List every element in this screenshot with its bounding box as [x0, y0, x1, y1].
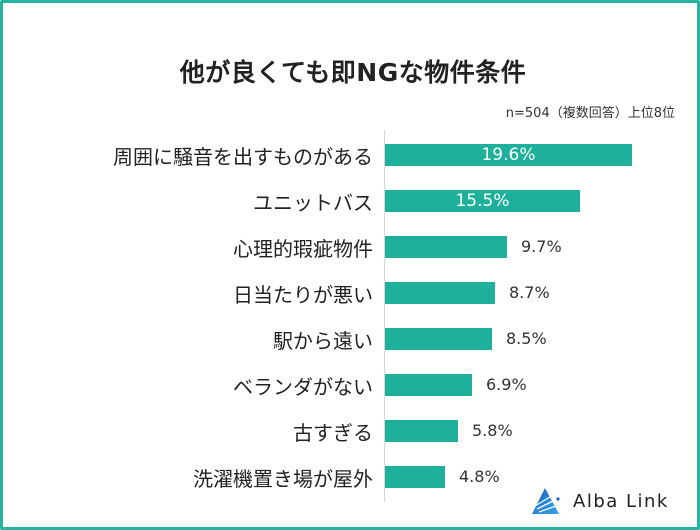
value-label: 15.5% — [455, 191, 510, 211]
bar — [385, 420, 458, 442]
value-label: 9.7% — [521, 237, 562, 256]
bar: 15.5% — [385, 190, 580, 212]
value-label: 6.9% — [486, 375, 527, 394]
category-label: 駅から遠い — [273, 329, 373, 353]
bar: 19.6% — [385, 144, 632, 166]
value-label: 5.8% — [472, 421, 513, 440]
chart-title: 他が良くても即NGな物件条件 — [179, 58, 527, 87]
category-label: ベランダがない — [233, 375, 373, 399]
value-label: 8.7% — [509, 283, 550, 302]
category-label: 古すぎる — [293, 421, 373, 445]
bar-row: ベランダがない 6.9% — [3, 373, 700, 399]
bar-row: ユニットバス 15.5% — [3, 189, 700, 215]
value-label: 19.6% — [481, 145, 536, 165]
bar-row: 駅から遠い 8.5% — [3, 327, 700, 353]
bar — [385, 374, 472, 396]
brand-name: Alba Link — [573, 490, 669, 512]
category-label: ユニットバス — [253, 191, 373, 215]
brand-logo: Alba Link — [531, 487, 669, 515]
category-label: 日当たりが悪い — [233, 283, 373, 307]
y-axis-line — [384, 130, 385, 502]
category-label: 心理的瑕疵物件 — [233, 237, 373, 261]
bar — [385, 236, 507, 258]
bar-row: 心理的瑕疵物件 9.7% — [3, 235, 700, 261]
bar — [385, 328, 492, 350]
value-label: 4.8% — [459, 467, 500, 486]
category-label: 洗濯機置き場が屋外 — [193, 467, 373, 491]
category-label: 周囲に騒音を出すものがある — [113, 145, 373, 169]
bar-row: 洗濯機置き場が屋外 4.8% — [3, 465, 700, 491]
bar-row: 日当たりが悪い 8.7% — [3, 281, 700, 307]
value-label: 8.5% — [506, 329, 547, 348]
bar-row: 古すぎる 5.8% — [3, 419, 700, 445]
bar — [385, 466, 445, 488]
bar-row: 周囲に騒音を出すものがある 19.6% — [3, 143, 700, 169]
triangle-rays-logo-icon — [532, 488, 560, 514]
bar — [385, 282, 495, 304]
sample-note: n=504（複数回答）上位8位 — [505, 106, 675, 121]
